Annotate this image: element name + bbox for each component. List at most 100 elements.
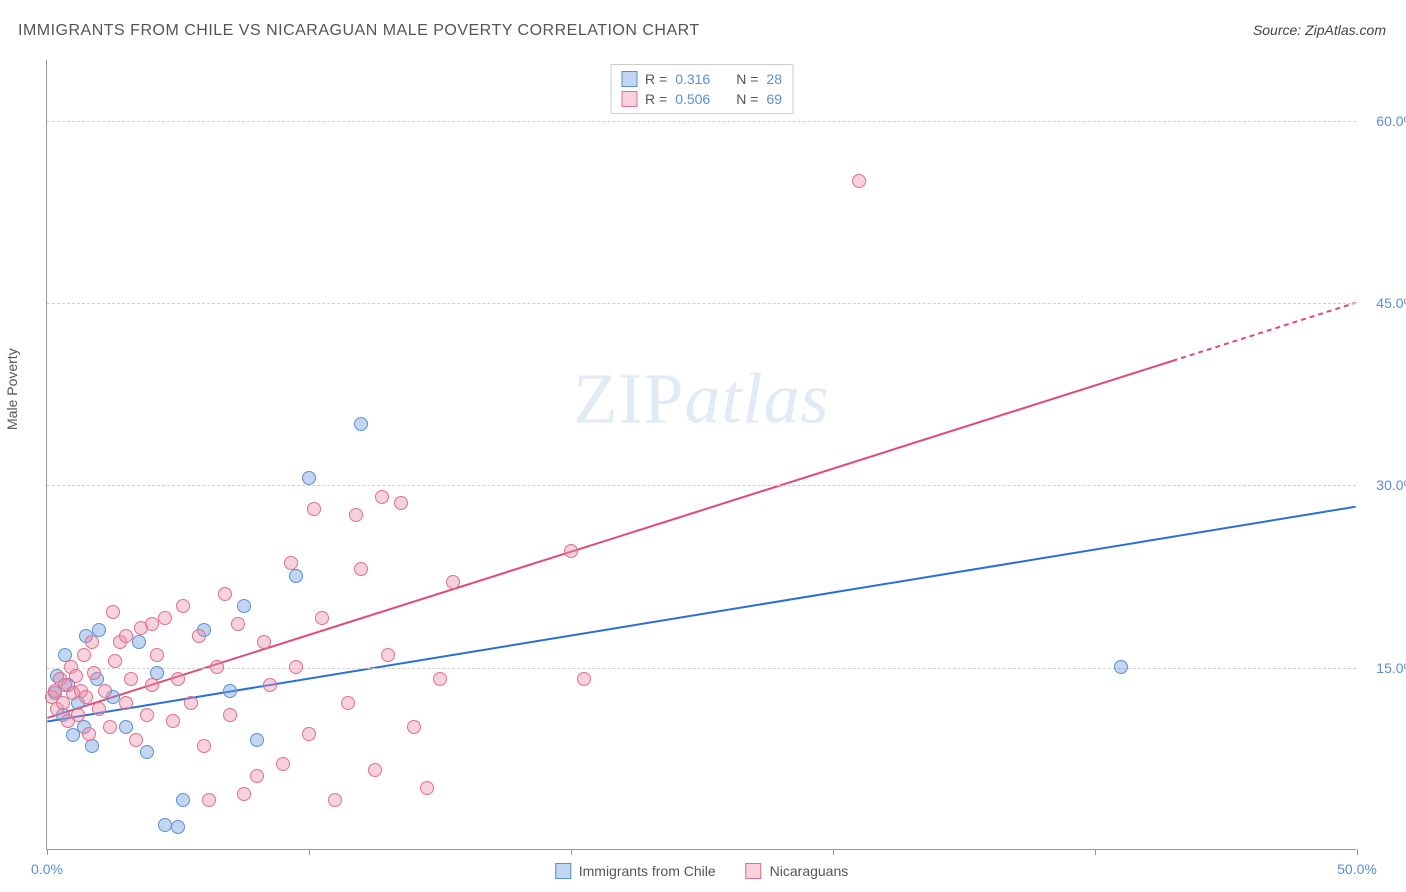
legend-swatch xyxy=(621,91,637,107)
scatter-point xyxy=(171,672,185,686)
scatter-point xyxy=(257,635,271,649)
scatter-point xyxy=(79,690,93,704)
scatter-point xyxy=(289,660,303,674)
scatter-point xyxy=(171,820,185,834)
scatter-point xyxy=(197,739,211,753)
chart-plot-area: ZIPatlas R =0.316N =28R =0.506N =69 Immi… xyxy=(46,60,1356,850)
legend-series-item: Nicaraguans xyxy=(746,863,849,879)
scatter-point xyxy=(223,684,237,698)
scatter-point xyxy=(103,720,117,734)
scatter-point xyxy=(354,417,368,431)
scatter-point xyxy=(302,727,316,741)
scatter-point xyxy=(852,174,866,188)
scatter-point xyxy=(69,669,83,683)
scatter-point xyxy=(276,757,290,771)
scatter-point xyxy=(1114,660,1128,674)
y-tick-label: 15.0% xyxy=(1376,660,1406,676)
scatter-point xyxy=(158,611,172,625)
scatter-point xyxy=(158,818,172,832)
chart-title: IMMIGRANTS FROM CHILE VS NICARAGUAN MALE… xyxy=(18,22,700,40)
scatter-point xyxy=(176,599,190,613)
n-value: 69 xyxy=(766,91,782,107)
scatter-point xyxy=(132,635,146,649)
series-legend: Immigrants from Chile Nicaraguans xyxy=(555,863,849,879)
legend-correlation-row: R = 0.316 N = 28 xyxy=(621,69,782,89)
r-label: R = xyxy=(645,71,667,87)
scatter-point xyxy=(218,587,232,601)
scatter-point xyxy=(315,611,329,625)
scatter-point xyxy=(237,787,251,801)
x-tick xyxy=(47,849,48,855)
legend-correlation-row: R = 0.506 N = 69 xyxy=(621,89,782,109)
scatter-point xyxy=(381,648,395,662)
scatter-point xyxy=(231,617,245,631)
scatter-point xyxy=(394,496,408,510)
scatter-point xyxy=(140,745,154,759)
scatter-point xyxy=(202,793,216,807)
scatter-point xyxy=(77,648,91,662)
scatter-point xyxy=(210,660,224,674)
gridline xyxy=(47,485,1356,486)
trend-lines xyxy=(47,60,1356,849)
scatter-point xyxy=(420,781,434,795)
scatter-point xyxy=(87,666,101,680)
scatter-point xyxy=(250,733,264,747)
scatter-point xyxy=(433,672,447,686)
x-tick-label: 50.0% xyxy=(1337,861,1377,877)
scatter-point xyxy=(166,714,180,728)
x-tick xyxy=(571,849,572,855)
x-tick xyxy=(309,849,310,855)
scatter-point xyxy=(92,702,106,716)
legend-series-item: Immigrants from Chile xyxy=(555,863,716,879)
r-value: 0.316 xyxy=(675,71,710,87)
scatter-point xyxy=(85,739,99,753)
legend-series-label: Immigrants from Chile xyxy=(579,863,716,879)
scatter-point xyxy=(375,490,389,504)
scatter-point xyxy=(237,599,251,613)
legend-series-label: Nicaraguans xyxy=(770,863,849,879)
scatter-point xyxy=(564,544,578,558)
source-attribution: Source: ZipAtlas.com xyxy=(1253,22,1386,38)
x-tick xyxy=(833,849,834,855)
scatter-point xyxy=(184,696,198,710)
scatter-point xyxy=(302,471,316,485)
scatter-point xyxy=(145,617,159,631)
scatter-point xyxy=(349,508,363,522)
scatter-point xyxy=(192,629,206,643)
scatter-point xyxy=(354,562,368,576)
scatter-point xyxy=(119,720,133,734)
scatter-point xyxy=(129,733,143,747)
x-tick-label: 0.0% xyxy=(31,861,63,877)
scatter-point xyxy=(407,720,421,734)
r-label: R = xyxy=(645,91,667,107)
y-tick-label: 45.0% xyxy=(1376,295,1406,311)
scatter-point xyxy=(140,708,154,722)
scatter-point xyxy=(223,708,237,722)
x-tick xyxy=(1095,849,1096,855)
scatter-point xyxy=(446,575,460,589)
n-label: N = xyxy=(736,71,758,87)
scatter-point xyxy=(284,556,298,570)
scatter-point xyxy=(82,727,96,741)
watermark-zip: ZIP xyxy=(573,359,684,439)
gridline xyxy=(47,303,1356,304)
x-tick xyxy=(1357,849,1358,855)
correlation-legend: R = 0.316 N = 28 R = 0.506 N = 69 xyxy=(610,64,793,114)
scatter-point xyxy=(119,696,133,710)
legend-swatch xyxy=(555,863,571,879)
scatter-point xyxy=(368,763,382,777)
r-value: 0.506 xyxy=(675,91,710,107)
watermark: ZIPatlas xyxy=(573,358,829,441)
scatter-point xyxy=(176,793,190,807)
scatter-point xyxy=(98,684,112,698)
watermark-atlas: atlas xyxy=(684,359,829,439)
y-tick-label: 30.0% xyxy=(1376,477,1406,493)
scatter-point xyxy=(150,648,164,662)
n-label: N = xyxy=(736,91,758,107)
scatter-point xyxy=(71,708,85,722)
scatter-point xyxy=(341,696,355,710)
scatter-point xyxy=(124,672,138,686)
scatter-point xyxy=(250,769,264,783)
n-value: 28 xyxy=(766,71,782,87)
scatter-point xyxy=(106,605,120,619)
